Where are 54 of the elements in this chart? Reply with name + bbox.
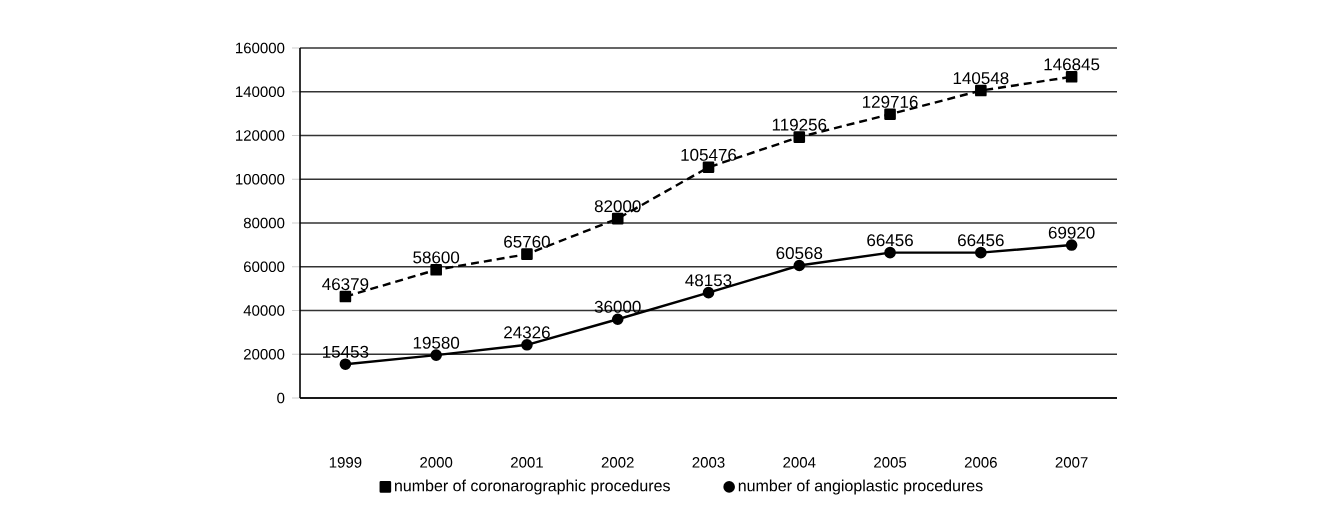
point xyxy=(521,338,533,351)
data-label: 24326 xyxy=(504,326,550,339)
point xyxy=(339,290,352,303)
x-tick-label: 2000 xyxy=(420,457,453,468)
x-tick-label: 1999 xyxy=(329,457,362,468)
point xyxy=(975,246,987,259)
data-label: 58600 xyxy=(413,251,460,264)
y-tick-label: 60000 xyxy=(243,261,285,273)
y-tick-label: 40000 xyxy=(243,305,285,316)
point xyxy=(1065,70,1078,83)
x-tick-label: 2005 xyxy=(874,457,907,468)
data-label: 48153 xyxy=(685,274,732,287)
x-tick-label: 2002 xyxy=(601,457,634,468)
point xyxy=(793,131,806,143)
x-tick-label: 2001 xyxy=(511,457,543,468)
point xyxy=(611,212,624,225)
y-tick-label: 20000 xyxy=(243,348,285,360)
data-label: 65760 xyxy=(504,235,550,248)
data-label: 119256 xyxy=(772,118,827,131)
y-tick-label: 140000 xyxy=(236,86,285,98)
x-tick-label: 2004 xyxy=(783,457,816,468)
point xyxy=(611,313,624,326)
point xyxy=(430,349,442,361)
point xyxy=(702,161,715,174)
point xyxy=(884,108,896,121)
point xyxy=(1065,239,1078,251)
y-tick-label: 80000 xyxy=(243,217,285,229)
data-label: 129716 xyxy=(862,95,918,108)
data-label: 140548 xyxy=(953,72,1009,85)
point xyxy=(793,259,806,272)
data-label: 60568 xyxy=(776,247,823,260)
point xyxy=(975,84,987,97)
data-label: 46379 xyxy=(322,278,369,291)
data-label: 82000 xyxy=(594,200,641,213)
legend-label: number of coronarographic procedures xyxy=(395,479,670,495)
point xyxy=(339,358,352,370)
x-tick-label: 2007 xyxy=(1055,457,1088,468)
data-label: 66456 xyxy=(958,234,1004,247)
x-tick-label: 2006 xyxy=(964,457,997,468)
y-tick-label: 0 xyxy=(277,392,285,404)
data-label: 19580 xyxy=(413,336,460,349)
data-label: 146845 xyxy=(1044,58,1100,71)
data-label: 105476 xyxy=(681,148,737,161)
y-tick-label: 100000 xyxy=(236,173,285,185)
y-tick-label: 160000 xyxy=(236,42,285,54)
data-label: 69920 xyxy=(1048,226,1095,239)
point xyxy=(521,248,533,260)
legend-label: number of angioplastic procedures xyxy=(738,479,983,495)
data-label: 66456 xyxy=(867,234,913,247)
y-tick-label: 120000 xyxy=(236,130,285,141)
point xyxy=(884,246,896,259)
x-tick-label: 2003 xyxy=(692,457,725,468)
point xyxy=(702,286,715,299)
point xyxy=(430,264,442,276)
